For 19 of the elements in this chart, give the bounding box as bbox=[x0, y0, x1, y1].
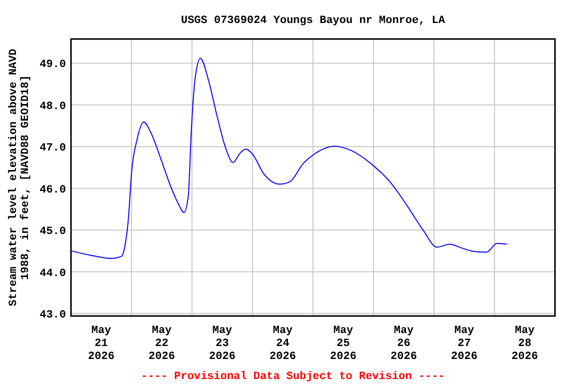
y-tick-label: 43.0 bbox=[40, 309, 66, 322]
y-tick-label: 47.0 bbox=[40, 142, 66, 155]
y-tick-label: 49.0 bbox=[40, 59, 66, 72]
x-tick-label: May 24 2026 bbox=[270, 325, 296, 363]
y-tick-label: 45.0 bbox=[40, 226, 66, 238]
y-tick-label: 44.0 bbox=[40, 268, 66, 280]
x-tick-label: May 21 2026 bbox=[88, 325, 114, 363]
text: ---- Provisional Data Subject to Revision ---- bbox=[141, 371, 445, 383]
x-tick-label: May 25 2026 bbox=[330, 325, 356, 363]
x-tick-label: May 26 2026 bbox=[390, 325, 417, 363]
y-tick-label: 48.0 bbox=[40, 100, 66, 113]
chart-title: USGS 07369024 Youngs Bayou nr Monroe, LA bbox=[180, 15, 446, 27]
x-tick-label: May 28 2026 bbox=[512, 325, 538, 363]
y-tick-label: 46.0 bbox=[40, 184, 66, 196]
x-tick-label: May 22 2026 bbox=[148, 325, 175, 363]
y-axis-title: Stream water level elevation above NAVD 1988, in feet, [NAVD88 GEOID18] bbox=[8, 48, 32, 306]
x-tick-label: May 23 2026 bbox=[209, 325, 236, 363]
line-series bbox=[71, 58, 508, 259]
x-tick-label: May 27 2026 bbox=[451, 325, 478, 363]
